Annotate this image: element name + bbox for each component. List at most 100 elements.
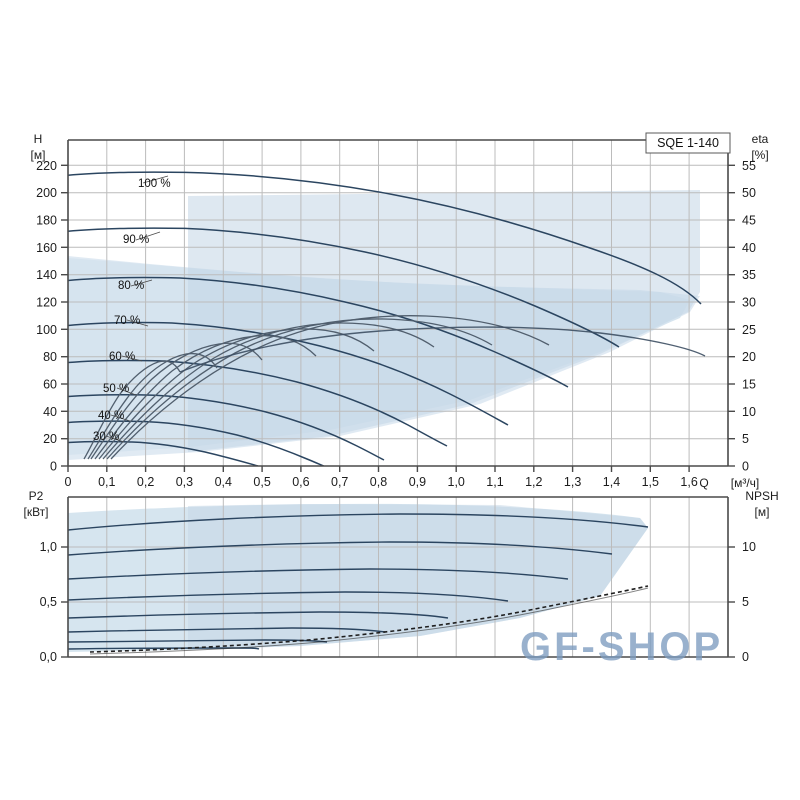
eta-tick-55: 55	[742, 159, 756, 173]
upper-ytick-80: 80	[43, 350, 57, 364]
speed-label-100: 100 %	[138, 178, 171, 190]
xtick-04: 0,4	[215, 475, 232, 489]
eta-curve-70	[98, 328, 375, 460]
head-curve-30	[68, 440, 259, 466]
p2-tick-00: 0,0	[40, 650, 57, 664]
eta-tick-0: 0	[742, 460, 749, 474]
p2-tick-10: 1,0	[40, 540, 57, 554]
power-curve-70	[68, 591, 509, 602]
xtick-15: 1,5	[642, 475, 659, 489]
upper-ytick-120: 120	[36, 296, 57, 310]
lower-axes-frame	[67, 496, 729, 658]
upper-efficiency-envelope	[179, 326, 706, 373]
eta-curve-30	[83, 360, 181, 460]
power-curve-100	[68, 513, 649, 531]
xtick-16: 1,6	[680, 475, 697, 489]
lower-left-tick-labels: 0,0 0,5 1,0	[40, 540, 57, 664]
upper-y-axis-unit: [м]	[31, 148, 46, 162]
lower-left-ticks	[61, 546, 68, 658]
power-curve-50	[68, 627, 386, 633]
npsh-curve	[89, 585, 649, 653]
upper-ytick-180: 180	[36, 214, 57, 228]
head-curve-90	[68, 227, 620, 348]
upper-left-ticks	[61, 164, 68, 467]
upper-label-leaders	[105, 175, 169, 443]
xtick-05: 0,5	[253, 475, 270, 489]
x-axis-unit: [м³/ч]	[731, 476, 760, 490]
upper-bottom-ticks	[67, 466, 690, 472]
eta-curve-90	[106, 318, 493, 460]
eta-curve-60	[94, 335, 317, 460]
lower-right-ticks	[728, 546, 735, 658]
upper-xtick-labels: 0 0,1 0,2 0,3 0,4 0,5 0,6 0,7 0,8 0,9 1,…	[65, 475, 698, 489]
npsh-tick-10: 10	[742, 540, 756, 554]
head-curve-40	[68, 420, 326, 466]
eta-curve-40	[87, 352, 218, 460]
speed-label-60: 60 %	[109, 351, 135, 363]
upper-y-axis-title: H	[34, 132, 43, 146]
upper-ytick-220: 220	[36, 159, 57, 173]
speed-label-90: 90 %	[123, 234, 149, 246]
upper-ytick-60: 60	[43, 378, 57, 392]
upper-chart-group: 0 20 40 60 80 100 120 140 160 180 200 22…	[31, 132, 769, 490]
watermark-text: GF-SHOP	[520, 625, 723, 669]
p2-axis-unit: [кВт]	[23, 505, 48, 519]
speed-labels: 100 % 90 % 80 % 70 % 60 % 50 % 40 % 30 %	[93, 178, 171, 443]
upper-right-tick-labels: 0 5 10 15 20 25 30 35 40 45 50 55	[742, 159, 756, 474]
model-title-box: SQE 1-140	[645, 132, 731, 154]
power-curve-90	[68, 541, 613, 556]
npsh-axis-unit: [м]	[755, 505, 770, 519]
xtick-13: 1,3	[564, 475, 581, 489]
xtick-09: 0,9	[409, 475, 426, 489]
npsh-curve-outline	[89, 587, 649, 655]
eta-curve-100	[110, 315, 550, 460]
eta-curve-80	[102, 322, 435, 460]
power-curve-60	[68, 611, 449, 619]
upper-ytick-140: 140	[36, 268, 57, 282]
upper-ytick-40: 40	[43, 405, 57, 419]
upper-ytick-160: 160	[36, 241, 57, 255]
upper-efficiency-curves	[83, 315, 550, 460]
eta-tick-30: 30	[742, 296, 756, 310]
eta-tick-15: 15	[742, 378, 756, 392]
lower-chart-group: 0,0 0,5 1,0 0 5 10 P2 [кВт] NPSH [м]	[23, 489, 778, 664]
model-title-text: SQE 1-140	[657, 136, 719, 150]
power-curve-30	[68, 647, 260, 650]
speed-label-80: 80 %	[118, 280, 144, 292]
eta-tick-50: 50	[742, 186, 756, 200]
xtick-0: 0	[65, 475, 72, 489]
head-curve-including-50	[68, 394, 385, 461]
xtick-07: 0,7	[331, 475, 348, 489]
upper-ytick-0: 0	[50, 460, 57, 474]
head-curve-70	[68, 321, 509, 426]
lower-horizontal-gridlines	[68, 546, 728, 603]
upper-left-tick-labels: 0 20 40 60 80 100 120 140 160 180 200 22…	[36, 159, 57, 474]
speed-label-30: 30 %	[93, 431, 119, 443]
xtick-02: 0,2	[137, 475, 154, 489]
eta-axis-unit: [%]	[751, 148, 768, 162]
power-curve-40	[68, 639, 328, 643]
xtick-11: 1,1	[486, 475, 503, 489]
eta-tick-10: 10	[742, 405, 756, 419]
speed-label-70: 70 %	[114, 315, 140, 327]
eta-tick-20: 20	[742, 350, 756, 364]
npsh-axis-title: NPSH	[745, 489, 778, 503]
upper-right-ticks	[728, 164, 735, 467]
upper-ytick-20: 20	[43, 432, 57, 446]
lower-vertical-gridlines	[106, 497, 690, 657]
lower-power-curves	[68, 513, 649, 650]
eta-tick-25: 25	[742, 323, 756, 337]
power-curve-80	[68, 568, 569, 580]
head-curve-80	[68, 276, 569, 388]
upper-ytick-200: 200	[36, 186, 57, 200]
upper-envelope-dark	[188, 190, 700, 452]
head-curve-100	[68, 171, 702, 305]
lower-right-tick-labels: 0 5 10	[742, 540, 756, 664]
xtick-01: 0,1	[98, 475, 115, 489]
npsh-tick-0: 0	[742, 650, 749, 664]
xtick-06: 0,6	[292, 475, 309, 489]
p2-axis-title: P2	[29, 489, 44, 503]
xtick-08: 0,8	[370, 475, 387, 489]
